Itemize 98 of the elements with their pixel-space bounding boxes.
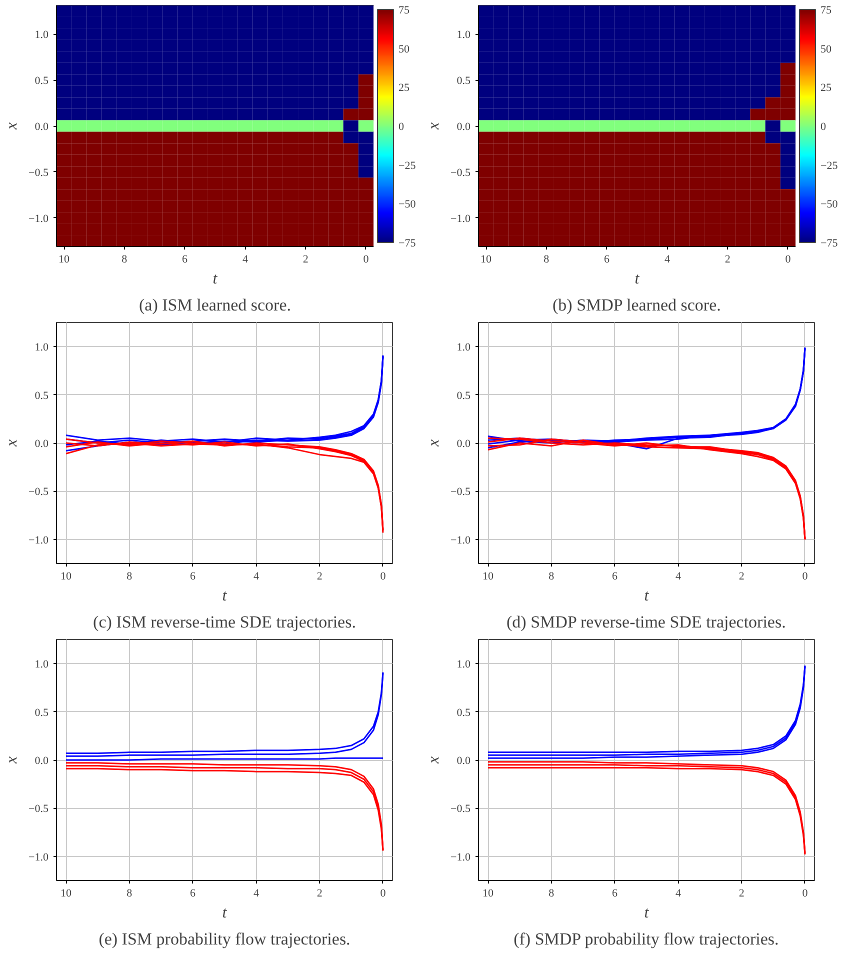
y-axis-title: x: [4, 122, 21, 131]
y-tick-label: 0.5: [34, 706, 49, 719]
x-tick-label: 6: [612, 570, 618, 582]
color-bar-label: 0: [398, 121, 404, 133]
x-tick-label: 4: [675, 570, 682, 582]
color-bar-label: 25: [820, 82, 832, 94]
color-bar-label: 50: [398, 43, 410, 56]
y-axis-title: x: [426, 439, 443, 448]
y-tick-label: 1.0: [34, 342, 49, 354]
x-axis-title: t: [644, 904, 650, 922]
x-tick-label: 4: [242, 254, 248, 266]
y-tick-label: 0.0: [456, 438, 471, 450]
y-tick-label: −1.0: [28, 851, 49, 864]
y-tick-label: 1.0: [456, 29, 471, 42]
y-tick-label: −0.5: [28, 166, 49, 179]
y-tick-label: 0.5: [34, 390, 49, 402]
x-tick-label: 8: [126, 888, 133, 900]
y-tick-label: 0.5: [456, 75, 471, 88]
x-tick-label: 10: [58, 254, 70, 266]
x-tick-label: 6: [182, 254, 188, 266]
y-tick-label: −0.5: [28, 803, 49, 816]
x-tick-label: 6: [190, 570, 196, 582]
y-axis-title: x: [426, 122, 443, 131]
x-tick-label: 8: [122, 254, 128, 266]
y-tick-label: 1.0: [34, 29, 49, 42]
y-tick-label: 0.5: [34, 75, 49, 88]
x-axis-title: t: [634, 270, 640, 288]
x-tick-label: 4: [253, 888, 260, 900]
x-tick-label: 8: [548, 888, 555, 900]
x-tick-label: 0: [802, 888, 808, 900]
y-tick-label: −0.5: [450, 803, 471, 816]
x-tick-label: 10: [482, 888, 494, 900]
y-tick-label: 0.0: [34, 755, 49, 767]
color-bar-label: −75: [398, 238, 416, 250]
y-tick-label: 0.0: [34, 438, 49, 450]
x-tick-label: 0: [380, 888, 386, 900]
x-axis-title: t: [222, 588, 228, 604]
x-tick-label: 6: [604, 254, 610, 266]
y-axis-title: x: [4, 756, 21, 765]
y-tick-label: 1.0: [34, 658, 49, 671]
x-tick-label: 2: [302, 254, 308, 266]
x-tick-label: 4: [664, 254, 670, 266]
x-tick-label: 2: [724, 254, 730, 266]
x-axis-title: t: [212, 270, 218, 288]
x-tick-label: 0: [785, 254, 792, 266]
x-tick-label: 6: [190, 888, 196, 900]
x-tick-label: 10: [482, 570, 494, 582]
x-tick-label: 10: [60, 570, 72, 582]
y-tick-label: −1.0: [450, 212, 471, 225]
x-tick-label: 8: [544, 254, 550, 266]
y-tick-label: −1.0: [28, 534, 49, 546]
text: (b) SMDP learned score.: [552, 296, 721, 314]
text: (e) ISM probability flow trajectories.: [98, 930, 350, 948]
x-tick-label: 2: [738, 888, 744, 900]
x-tick-label: 6: [612, 888, 618, 900]
y-tick-label: 0.0: [456, 121, 471, 133]
text: (a) ISM learned score.: [139, 296, 292, 314]
y-tick-label: −0.5: [450, 166, 471, 179]
x-tick-label: 8: [126, 570, 133, 582]
y-tick-label: 0.5: [456, 706, 471, 719]
color-bar-label: −75: [820, 238, 838, 250]
text: (f) SMDP probability flow trajectories.: [514, 930, 779, 948]
text: (c) ISM reverse-time SDE trajectories.: [93, 612, 356, 632]
color-bar-label: 25: [398, 82, 410, 94]
y-tick-label: −0.5: [450, 486, 471, 498]
y-tick-label: 1.0: [456, 342, 471, 354]
x-tick-label: 4: [675, 888, 682, 900]
x-tick-label: 2: [738, 570, 744, 582]
color-bar-label: 50: [820, 43, 832, 56]
y-tick-label: −1.0: [28, 212, 49, 225]
color-bar-label: −25: [820, 160, 838, 172]
color-bar-label: 0: [820, 121, 826, 133]
color-bar-label: 75: [820, 4, 832, 16]
color-bar-label: 75: [398, 4, 410, 16]
x-tick-label: 2: [316, 570, 322, 582]
color-bar-label: −25: [398, 160, 416, 172]
x-tick-label: 0: [380, 570, 386, 582]
color-bar-label: −50: [398, 198, 416, 211]
y-axis-title: x: [426, 756, 443, 765]
x-tick-label: 2: [316, 888, 322, 900]
y-tick-label: −1.0: [450, 534, 471, 546]
y-tick-label: 0.5: [456, 390, 471, 402]
x-tick-label: 0: [363, 254, 370, 266]
x-tick-label: 0: [802, 570, 808, 582]
text: (d) SMDP reverse-time SDE trajectories.: [506, 612, 786, 632]
y-axis-title: x: [4, 439, 21, 448]
y-tick-label: 1.0: [456, 658, 471, 671]
x-tick-label: 10: [480, 254, 492, 266]
y-tick-label: 0.0: [34, 121, 49, 133]
y-tick-label: −1.0: [450, 851, 471, 864]
x-tick-label: 4: [253, 570, 260, 582]
color-bar-label: −50: [820, 198, 838, 211]
x-axis-title: t: [222, 904, 228, 922]
y-tick-label: −0.5: [28, 486, 49, 498]
x-tick-label: 10: [60, 888, 72, 900]
y-tick-label: 0.0: [456, 755, 471, 767]
x-axis-title: t: [644, 588, 650, 604]
x-tick-label: 8: [548, 570, 555, 582]
